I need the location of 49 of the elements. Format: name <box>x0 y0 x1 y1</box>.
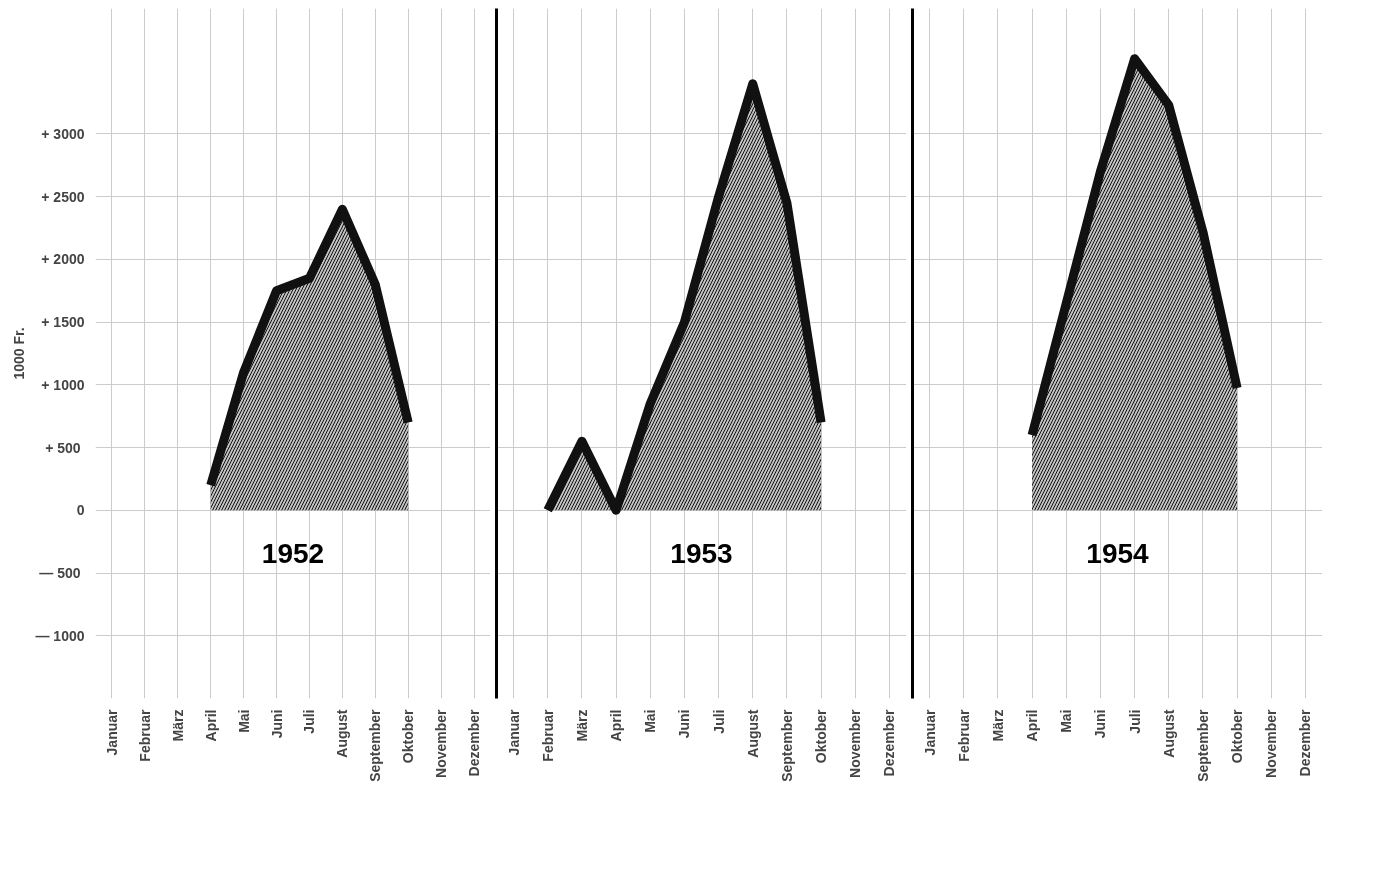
x-tick-label: Oktober <box>1229 708 1246 764</box>
x-tick-label: Oktober <box>400 708 417 764</box>
x-tick-label: Juli <box>1126 709 1143 734</box>
x-tick-label: Mai <box>1058 709 1075 733</box>
x-tick-label: Juli <box>301 709 318 734</box>
x-tick-label: April <box>202 709 219 742</box>
x-tick-label: Januar <box>505 708 522 756</box>
x-tick-label: Mai <box>642 709 659 733</box>
y-tick-label: + 500 <box>45 439 81 456</box>
text: 1954 <box>1086 538 1150 570</box>
x-tick-label: August <box>334 709 351 758</box>
x-tick-label: März <box>169 709 186 742</box>
x-tick-label: Juni <box>1092 709 1109 739</box>
x-tick-label: Februar <box>955 708 972 762</box>
y-tick-label: + 2000 <box>41 251 85 268</box>
text: 1952 <box>261 538 325 570</box>
x-tick-label: Oktober <box>813 708 830 764</box>
x-tick-label: März <box>573 709 590 742</box>
x-tick-label: November <box>433 708 450 778</box>
x-tick-label: Mai <box>235 709 252 733</box>
y-tick-label: + 2500 <box>41 188 85 205</box>
x-tick-label: April <box>1024 709 1041 742</box>
y-tick-label: — 1000 <box>35 627 85 644</box>
x-tick-label: August <box>744 709 761 758</box>
y-tick-label: 0 <box>76 502 85 519</box>
y-tick-label: + 3000 <box>41 125 85 142</box>
x-tick-label: Juni <box>268 709 285 739</box>
y-tick-label: + 1000 <box>41 376 85 393</box>
x-tick-label: Februar <box>539 708 556 762</box>
x-tick-label: November <box>1263 708 1280 778</box>
y-axis-title: 1000 Fr. <box>11 327 28 380</box>
x-tick-label: Januar <box>921 708 938 756</box>
x-tick-label: September <box>367 708 384 782</box>
x-tick-label: September <box>778 708 795 782</box>
x-tick-label: Dezember <box>881 708 898 777</box>
x-tick-label: April <box>608 709 625 742</box>
y-tick-label: + 1500 <box>41 314 85 331</box>
x-tick-label: Dezember <box>1297 708 1314 777</box>
x-tick-label: Januar <box>103 708 120 756</box>
y-tick-label: — 500 <box>39 565 81 582</box>
x-tick-label: August <box>1160 709 1177 758</box>
x-tick-label: Juli <box>710 709 727 734</box>
x-tick-label: März <box>989 709 1006 742</box>
x-tick-label: November <box>847 708 864 778</box>
x-tick-label: Juni <box>676 709 693 739</box>
x-tick-label: September <box>1194 708 1211 782</box>
x-tick-label: Februar <box>136 708 153 762</box>
text: 1953 <box>670 538 733 570</box>
x-tick-label: Dezember <box>466 708 483 777</box>
